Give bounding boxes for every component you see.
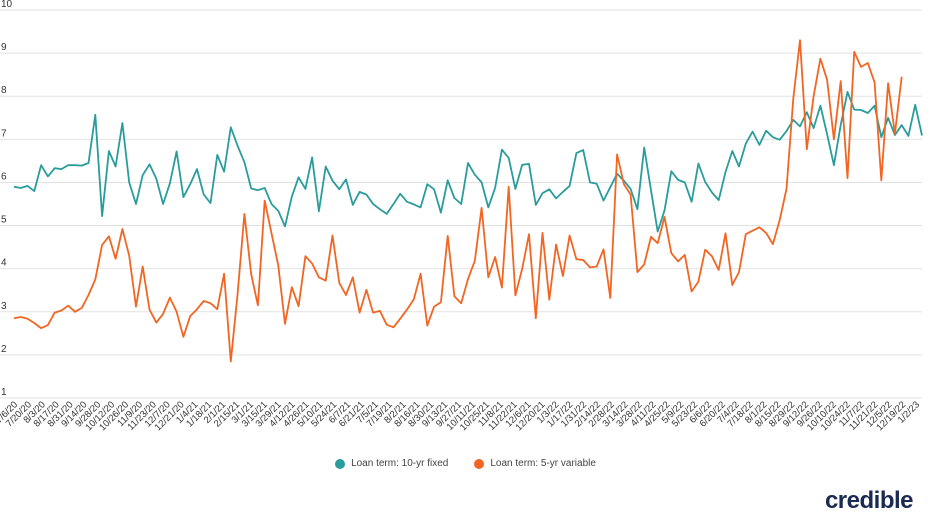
series-line-5yr-variable: [13, 39, 903, 363]
gridlines: [0, 9, 922, 399]
y-tick-label: 1: [1, 387, 7, 398]
legend-label-10yr-fixed: Loan term: 10-yr fixed: [351, 458, 449, 469]
legend-label-5yr-variable: Loan term: 5-yr variable: [490, 458, 596, 469]
y-tick-label: 2: [1, 344, 7, 355]
x-axis-tick-labels: 7/6/207/20/208/3/208/17/208/31/209/14/20…: [0, 399, 922, 433]
legend-marker-10yr-fixed: [335, 458, 346, 469]
y-tick-label: 7: [1, 128, 7, 139]
y-tick-label: 8: [1, 85, 7, 96]
legend-marker-5yr-variable: [474, 458, 485, 469]
y-tick-label: 5: [1, 215, 7, 226]
y-tick-label: 3: [1, 301, 7, 312]
y-tick-label: 4: [1, 258, 7, 269]
brand-logo: credible: [824, 487, 914, 514]
y-tick-label: 10: [1, 0, 13, 10]
legend-item-5yr-variable[interactable]: Loan term: 5-yr variable: [474, 458, 596, 469]
y-axis-tick-labels: 1 2 3 4 5 6 7 8 9 10: [1, 0, 13, 398]
legend: Loan term: 10-yr fixed Loan term: 5-yr v…: [0, 458, 931, 469]
series-lines: [13, 39, 923, 363]
y-tick-label: 9: [1, 42, 7, 53]
legend-item-10yr-fixed[interactable]: Loan term: 10-yr fixed: [335, 458, 448, 469]
y-tick-label: 6: [1, 171, 7, 182]
series-line-10yr-fixed: [13, 91, 923, 233]
